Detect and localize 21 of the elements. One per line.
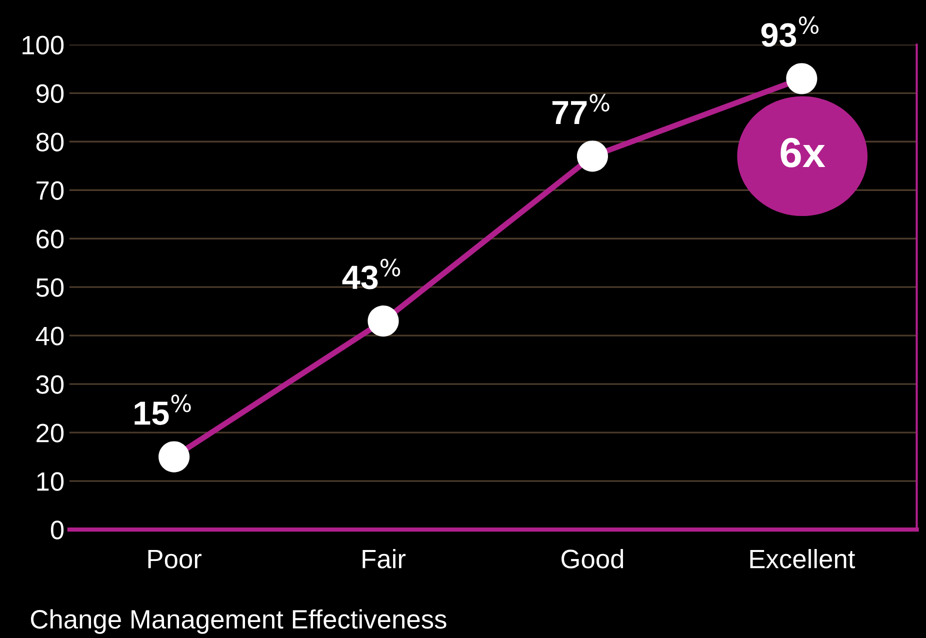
y-tick-label: 100 — [22, 36, 64, 54]
data-label: 43$^{%}$ — [342, 258, 400, 290]
annotation: 6x — [780, 138, 826, 168]
x-tick-label: Good — [562, 548, 624, 568]
y-tick-label: 20 — [36, 424, 64, 442]
x-axis-title: Change Management Effectiveness — [30, 609, 446, 634]
x-tick-label: Poor — [148, 550, 202, 568]
y-tick-label: 60 — [36, 230, 64, 248]
y-tick-label: 90 — [36, 84, 64, 103]
y-tick-label: 50 — [36, 278, 64, 297]
data-label: 93$^{%}$ — [761, 16, 819, 47]
x-tick-label: Fair — [362, 548, 406, 568]
y-tick-label: 70 — [36, 181, 64, 200]
x-tick-label: Excellent — [750, 548, 856, 568]
y-tick-label: 10 — [37, 472, 64, 491]
y-tick-label: 80 — [36, 132, 64, 152]
y-tick-label: 40 — [36, 326, 64, 346]
data-label: 15$^{%}$ — [134, 394, 191, 425]
y-tick-label: 30 — [36, 375, 64, 394]
y-tick-label: 0 — [50, 520, 64, 540]
data-label: 77$^{%}$ — [552, 94, 610, 124]
